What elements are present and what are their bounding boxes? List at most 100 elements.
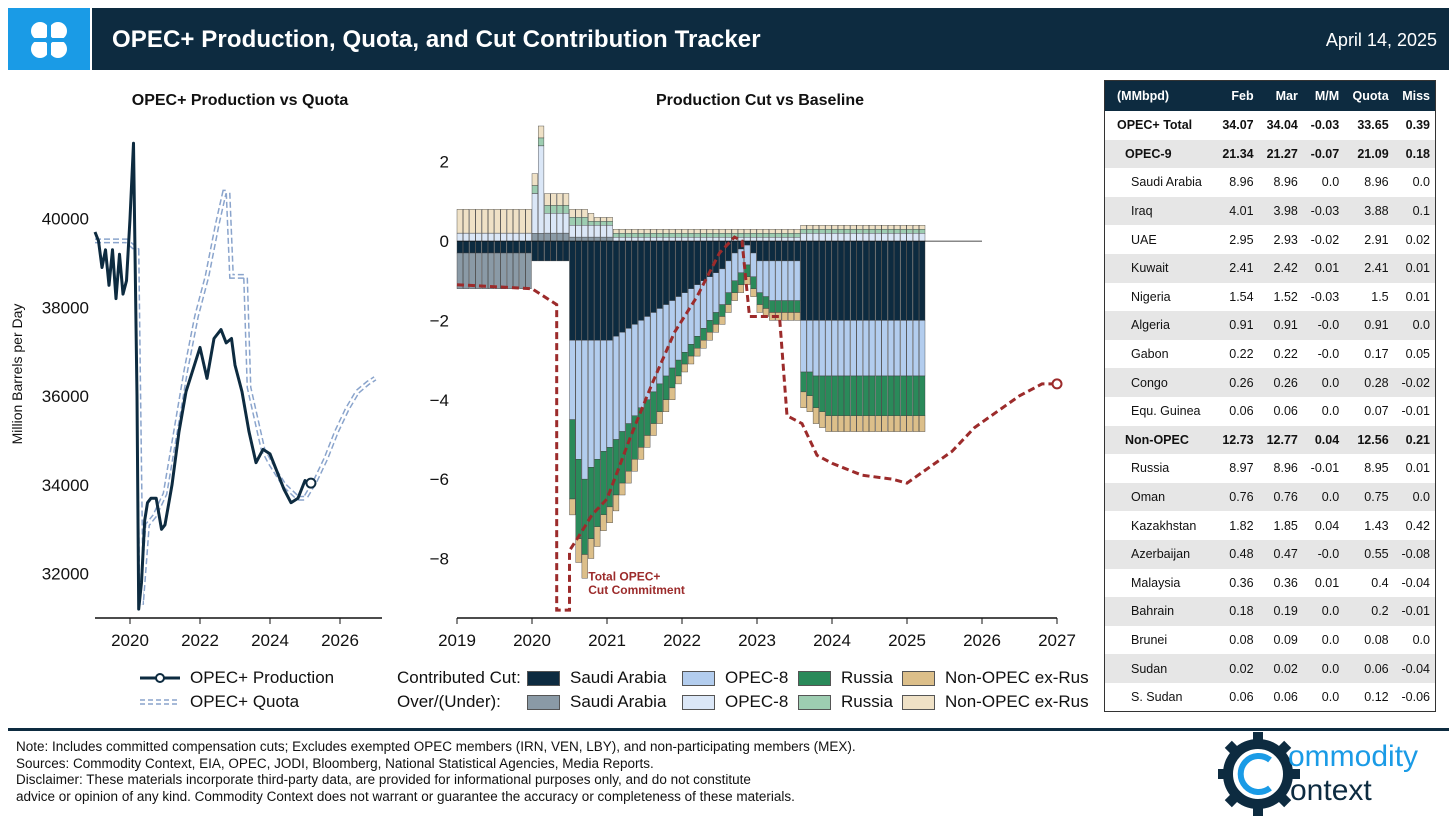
legend-opec8-over: OPEC-8 xyxy=(682,692,798,712)
cut-bar-segment xyxy=(663,304,670,377)
over-bar-segment xyxy=(694,232,701,238)
table-cell: 2.93 xyxy=(1273,232,1298,247)
over-bar-segment xyxy=(644,236,651,242)
table-row: Kazakhstan 1.82 1.85 0.04 1.43 0.42 xyxy=(1105,511,1435,540)
table-row: Nigeria 1.54 1.52 -0.03 1.5 0.01 xyxy=(1105,283,1435,312)
cut-bar-segment xyxy=(837,320,845,377)
cut-bar-segment xyxy=(675,240,682,297)
over-bar-segment xyxy=(569,236,576,242)
cut-bar-segment xyxy=(625,471,632,484)
over-bar-segment xyxy=(594,221,601,226)
cut-bar-segment xyxy=(731,280,738,293)
cut-bar-segment xyxy=(881,320,888,377)
table-cell: 0.09 xyxy=(1273,632,1298,647)
production-cut-chart: 2019 2020 2021 2022 2023 2024 2025 2026 2027 −8 −6… xyxy=(430,125,1076,650)
table-cell: -0.08 xyxy=(1393,539,1435,569)
cut-bar-segment xyxy=(725,260,732,293)
opec8-cut-swatch xyxy=(682,670,715,686)
cut-bar-segment xyxy=(825,240,832,321)
over-bar-segment xyxy=(787,228,795,234)
table-row: Bahrain 0.18 0.19 0.0 0.2 -0.01 xyxy=(1105,597,1435,626)
cut-bar-segment xyxy=(750,276,757,289)
cut-bar-segment xyxy=(650,391,657,424)
table-row: Sudan 0.02 0.02 0.0 0.06 -0.04 xyxy=(1105,654,1435,683)
cut-bar-segment xyxy=(663,240,670,305)
table-cell: 0.0 xyxy=(1412,632,1430,647)
cut-bar-segment xyxy=(612,494,620,512)
table-cell: 0.06 xyxy=(1229,404,1254,419)
under-bar-segment xyxy=(475,252,482,289)
legend-saudi-cut: Saudi Arabia xyxy=(527,668,682,688)
table-cell: 1.85 xyxy=(1273,518,1298,533)
legend-quota-label: OPEC+ Quota xyxy=(190,692,300,711)
over-bar-segment xyxy=(850,224,857,230)
over-bar-segment xyxy=(531,185,538,194)
cut-bar-segment xyxy=(612,336,620,440)
over-bar-segment xyxy=(600,217,607,222)
over-bar-segment xyxy=(881,232,888,242)
cut-bar-segment xyxy=(887,320,895,377)
table-cell: 0.0 xyxy=(1393,482,1435,512)
over-bar-segment xyxy=(656,232,663,238)
under-bar-segment xyxy=(462,252,470,289)
table-row-name: Sudan xyxy=(1105,654,1215,683)
over-bar-segment xyxy=(587,221,595,226)
cut-bar-segment xyxy=(550,240,557,262)
table-cell: 0.91 xyxy=(1258,311,1303,340)
y-tick-label: 40000 xyxy=(42,210,89,229)
table-row: Non-OPEC 12.73 12.77 0.04 12.56 0.21 xyxy=(1105,425,1435,455)
over-bar-segment xyxy=(456,232,463,242)
cut-bar-segment xyxy=(869,415,876,432)
table-cell: 0.0 xyxy=(1321,632,1340,647)
over-bar-segment xyxy=(462,209,470,234)
cut-bar-segment xyxy=(812,375,820,408)
over-bar-segment xyxy=(688,236,695,242)
over-bar-segment xyxy=(606,236,613,242)
table-row: Oman 0.76 0.76 0.0 0.75 0.0 xyxy=(1105,482,1435,512)
cut-bar-segment xyxy=(619,332,626,432)
y-tick-label: 36000 xyxy=(42,387,89,406)
over-bar-segment xyxy=(731,228,738,234)
over-bar-segment xyxy=(506,232,513,242)
cut-bar-segment xyxy=(756,260,763,293)
y-tick-label: −8 xyxy=(430,549,449,568)
cut-bar-segment xyxy=(700,340,707,349)
over-bar-segment xyxy=(694,236,701,242)
cut-bar-segment xyxy=(762,260,770,297)
table-row-name: Azerbaijan xyxy=(1105,539,1215,569)
cut-bar-segment xyxy=(731,292,738,301)
over-bar-segment xyxy=(550,232,557,242)
table-row-name: Iraq xyxy=(1105,196,1215,226)
over-bar-segment xyxy=(737,232,745,238)
cut-bar-segment xyxy=(819,320,826,377)
over-bar-segment xyxy=(544,205,551,214)
cut-bar-segment xyxy=(525,240,532,254)
footer-sources: Sources: Commodity Context, EIA, OPEC, J… xyxy=(16,755,654,771)
cut-bar-segment xyxy=(800,391,807,408)
cut-bar-segment xyxy=(600,340,607,452)
table-row: Equ. Guinea 0.06 0.06 0.0 0.07 -0.01 xyxy=(1105,397,1435,426)
cut-bar-segment xyxy=(712,272,720,313)
cut-bar-segment xyxy=(831,320,838,377)
cut-bar-segment xyxy=(587,467,595,539)
cut-bar-segment xyxy=(744,240,751,246)
cut-bar-segment xyxy=(688,240,695,289)
footer-disclaimer-1: Disclaimer: These materials incorporate … xyxy=(16,772,751,788)
over-bar-segment xyxy=(756,228,763,234)
table-cell: 21.09 xyxy=(1344,139,1394,169)
over-bar-segment xyxy=(862,228,870,234)
cut-bar-segment xyxy=(912,240,919,321)
cut-bar-segment xyxy=(844,375,851,416)
y-axis-label: Million Barrels per Day xyxy=(9,304,25,445)
center-chart-legend: Contributed Cut: Saudi Arabia OPEC-8 Rus… xyxy=(397,666,1089,714)
cut-bar-segment xyxy=(900,240,907,321)
over-bar-segment xyxy=(725,228,732,234)
table-row-name: Algeria xyxy=(1105,311,1215,340)
over-bar-segment xyxy=(625,228,632,234)
cut-bar-segment xyxy=(712,312,720,325)
table-cell: -0.0 xyxy=(1302,311,1345,340)
under-bar-segment xyxy=(487,252,495,289)
over-bar-segment xyxy=(694,228,701,234)
over-bar-segment xyxy=(862,224,870,230)
table-cell: -0.01 xyxy=(1401,404,1431,419)
